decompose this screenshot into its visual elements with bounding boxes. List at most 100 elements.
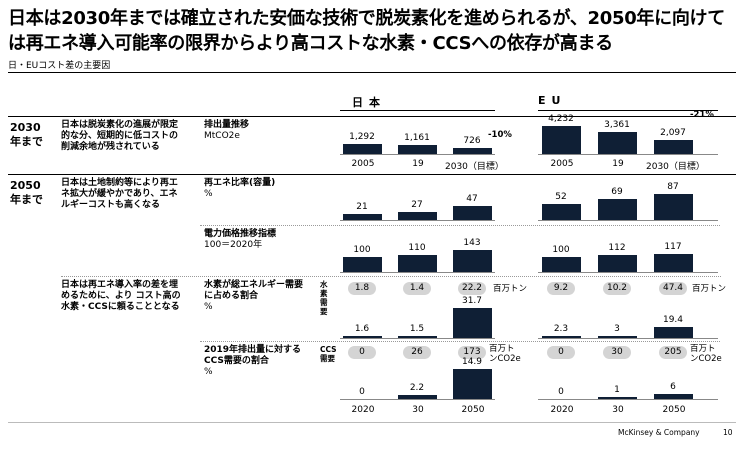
jp-h2-unit: 百万トン	[493, 284, 527, 294]
row-divider-hydrogen	[61, 276, 721, 277]
jp-renewables-bar-1	[398, 212, 437, 220]
jp-ccsshare-value-2: 14.9	[452, 357, 492, 367]
jp-h2share-bar-2	[453, 308, 492, 338]
row-divider-2050	[8, 174, 736, 175]
eu-emissions-value-2: 2,097	[653, 128, 693, 138]
eu-baseline-3	[538, 338, 718, 339]
jp-baseline-4	[340, 399, 495, 400]
eu-price-bar-0	[542, 257, 581, 272]
eu-axis-bottom-tick-2: 2050	[646, 405, 702, 415]
eu-renewables-bar-1	[598, 199, 637, 220]
eu-axis-top-tick-0: 2005	[534, 159, 590, 169]
jp-emissions-value-1: 1,161	[397, 133, 437, 143]
eu-price-bar-1	[598, 255, 637, 272]
eu-h2-pill-2: 47.4	[659, 282, 687, 295]
jp-renewables-value-1: 27	[397, 200, 437, 210]
eu-ccs-unit: 百万トンCO2e	[690, 344, 722, 364]
metric-emissions: 排出量推移 MtCO2e	[204, 120, 309, 142]
eu-renewables-bar-2	[654, 194, 693, 220]
jp-emissions-bar-1	[398, 145, 437, 154]
jp-h2-pill-1: 1.4	[403, 282, 431, 295]
eu-emissions-bar-1	[598, 132, 637, 154]
row-label-2030: 2030年まで	[10, 121, 50, 149]
eu-renewables-bar-0	[542, 204, 581, 220]
eu-h2-unit: 百万トン	[692, 284, 726, 294]
metric-hydrogen-unit: %	[204, 302, 213, 312]
metric-ccs-unit: %	[204, 367, 213, 377]
jp-renewables-value-2: 47	[452, 194, 492, 204]
eu-price-value-0: 100	[541, 245, 581, 255]
metric-renewables-unit: %	[204, 189, 213, 199]
eu-h2-pill-0: 9.2	[547, 282, 575, 295]
jp-price-bar-1	[398, 255, 437, 272]
eu-emissions-value-1: 3,361	[597, 120, 637, 130]
metric-renewables-name: 再エネ比率(容量)	[204, 178, 275, 188]
side-label-ccs: CCS需要	[320, 345, 342, 363]
jp-ccsshare-bar-2	[453, 369, 492, 399]
eu-h2-pill-1: 10.2	[603, 282, 631, 295]
metric-hydrogen: 水素が総エネルギー需要に占める割合 %	[204, 280, 309, 313]
eu-h2share-value-0: 2.3	[541, 324, 581, 334]
jp-baseline-2	[340, 272, 495, 273]
region-japan: 日本	[352, 94, 386, 110]
row-desc-2050b: 日本は再エネ導入率の差を埋めるために、より コスト高の水素・CCSに頼ることとな…	[61, 280, 186, 313]
eu-ccsshare-value-2: 6	[653, 382, 693, 392]
jp-emissions-change: -10%	[488, 130, 512, 140]
jp-h2share-value-2: 31.7	[452, 296, 492, 306]
metric-power-price-name: 電力価格推移指標	[204, 229, 276, 239]
jp-ccs-unit: 百万トンCO2e	[489, 344, 521, 364]
eu-baseline-1	[538, 220, 718, 221]
metric-ccs: 2019年排出量に対するCCS需要の割合 %	[204, 345, 314, 378]
eu-renewables-value-2: 87	[653, 182, 693, 192]
eu-h2share-value-1: 3	[597, 324, 637, 334]
eu-baseline-0	[538, 154, 718, 155]
jp-ccs-pill-1: 26	[403, 346, 431, 359]
eu-h2share-bar-2	[654, 327, 693, 338]
metric-power-price-unit: 100＝2020年	[204, 240, 262, 250]
jp-renewables-value-0: 21	[342, 202, 382, 212]
metric-power-price: 電力価格推移指標 100＝2020年	[204, 229, 314, 251]
japan-header-line	[340, 110, 495, 111]
jp-axis-bottom-tick-1: 30	[390, 405, 446, 415]
eu-baseline-4	[538, 399, 718, 400]
eu-emissions-bar-0	[542, 126, 581, 154]
eu-ccsshare-value-0: 0	[541, 387, 581, 397]
metric-emissions-name: 排出量推移	[204, 120, 249, 130]
row-label-2050: 2050年まで	[10, 179, 50, 207]
title-divider	[8, 72, 736, 73]
jp-axis-bottom-tick-0: 2020	[335, 405, 391, 415]
metric-divider-price	[200, 225, 720, 226]
eu-emissions-bar-2	[654, 140, 693, 154]
jp-ccsshare-value-0: 0	[342, 387, 382, 397]
eu-ccs-pill-2: 205	[659, 346, 687, 359]
jp-renewables-bar-2	[453, 206, 492, 220]
metric-ccs-name: 2019年排出量に対するCCS需要の割合	[204, 345, 301, 366]
eu-price-bar-2	[654, 254, 693, 272]
footer-divider	[8, 422, 736, 423]
footer-company: McKinsey & Company	[618, 428, 700, 437]
jp-axis-top-tick-2: 2030（目標）	[445, 159, 501, 172]
jp-h2share-value-0: 1.6	[342, 324, 382, 334]
jp-h2-pill-2: 22.2	[458, 282, 486, 295]
jp-h2-pill-0: 1.8	[348, 282, 376, 295]
jp-emissions-value-0: 1,292	[342, 132, 382, 142]
row-desc-2050a: 日本は土地制約等により再エネ拡大が緩やかであり、エネルギーコストも高くなる	[61, 178, 186, 211]
jp-price-value-0: 100	[342, 245, 382, 255]
region-eu: EU	[538, 94, 566, 107]
eu-axis-top-tick-2: 2030（目標）	[646, 159, 702, 172]
jp-baseline-1	[340, 220, 495, 221]
eu-ccsshare-value-1: 1	[597, 385, 637, 395]
jp-emissions-value-2: 726	[452, 136, 492, 146]
slide-title: 日本は2030年までは確立された安価な技術で脱炭素化を進められるが、2050年に…	[8, 6, 736, 56]
jp-ccs-pill-0: 0	[348, 346, 376, 359]
eu-renewables-value-0: 52	[541, 192, 581, 202]
jp-ccsshare-value-1: 2.2	[397, 383, 437, 393]
eu-renewables-value-1: 69	[597, 187, 637, 197]
eu-emissions-value-0: 4,232	[541, 114, 581, 124]
eu-axis-bottom-tick-1: 30	[590, 405, 646, 415]
eu-axis-top-tick-1: 19	[590, 159, 646, 169]
metric-emissions-unit: MtCO2e	[204, 131, 240, 141]
slide-subtitle: 日・EUコスト差の主要因	[8, 58, 110, 71]
jp-axis-top-tick-0: 2005	[335, 159, 391, 169]
eu-baseline-2	[538, 272, 718, 273]
